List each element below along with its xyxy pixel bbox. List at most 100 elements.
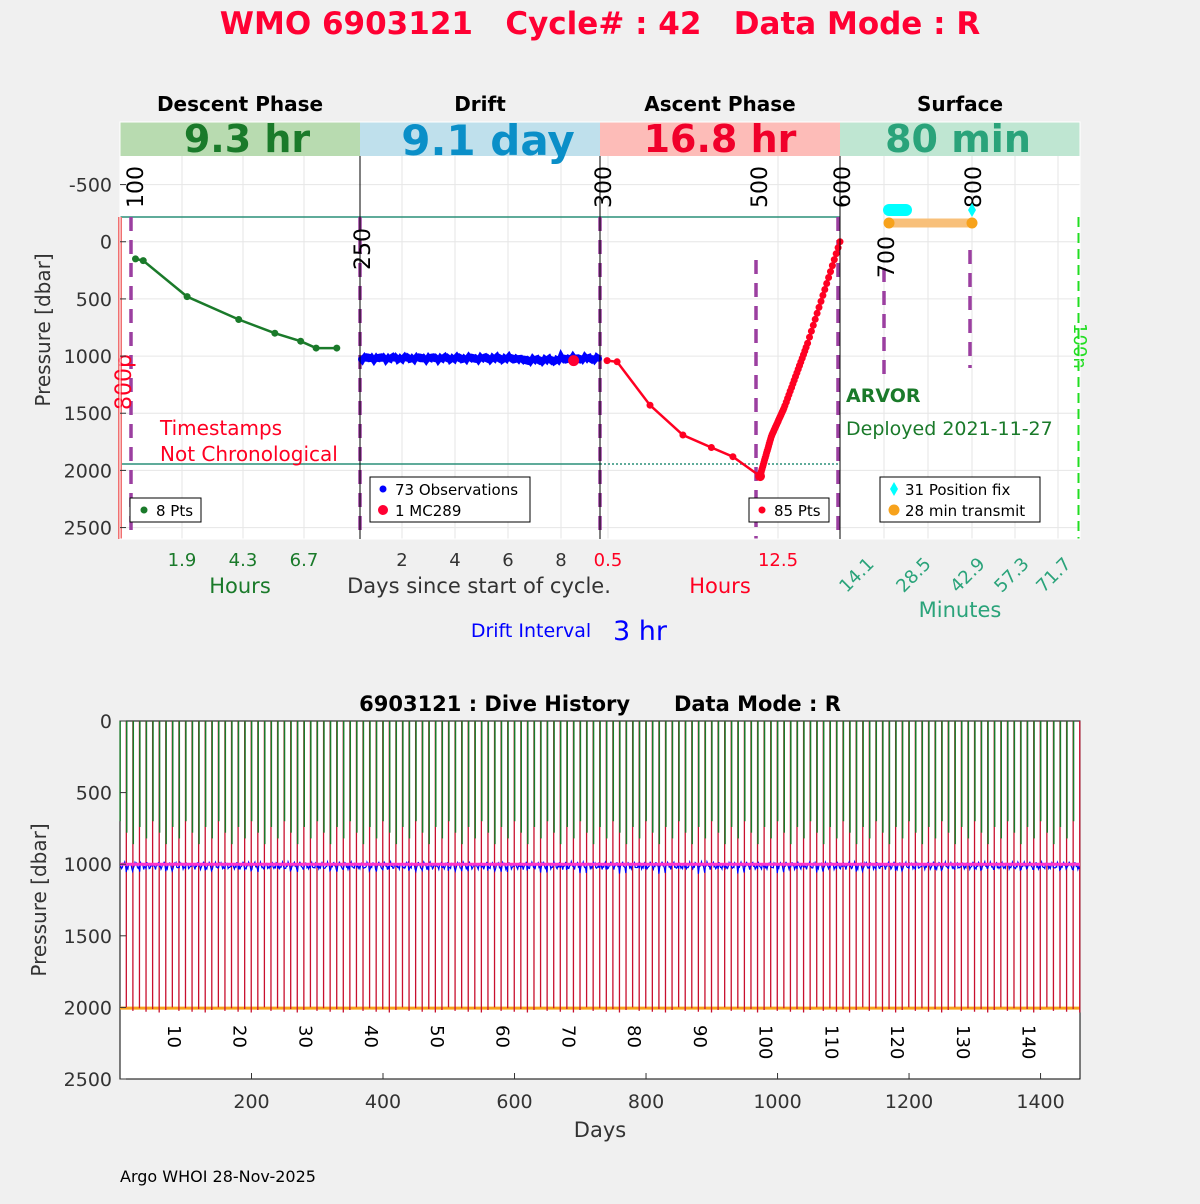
descent-band (120, 122, 360, 156)
cycle-label-60: 60 (492, 1025, 513, 1048)
ascent-legend-marker (758, 506, 766, 514)
lower-xtick-label-4: 1000 (753, 1091, 801, 1113)
ascent-rise-point-52 (804, 339, 812, 347)
descent-xtick-2: 6.7 (290, 550, 319, 571)
upper-ytick-label-0: -500 (69, 175, 112, 197)
descent-point-3 (235, 315, 243, 323)
drift-interval-value: 3 hr (613, 616, 668, 647)
drift-duration: 9.1 day (401, 116, 575, 165)
cycle-label-120: 120 (886, 1025, 907, 1059)
transmit-start-point (883, 217, 895, 229)
ascent-duration: 16.8 hr (644, 117, 797, 161)
upper-ytick-label-1: 0 (100, 232, 112, 254)
cycle-label-20: 20 (229, 1025, 250, 1048)
warning-line-1: Timestamps (159, 416, 282, 440)
surface-xtick-1: 28.5 (892, 554, 935, 597)
ascent-rise-point-65 (828, 262, 836, 270)
marker-label-100: 100 (124, 166, 149, 208)
ascent-xlabel: Hours (689, 574, 751, 598)
ascent-band (600, 122, 840, 156)
footer-credit: Argo WHOI 28-Nov-2025 (120, 1167, 316, 1186)
upper-ytick-label-5: 2000 (64, 460, 112, 482)
ascent-rise-point-66 (830, 256, 838, 264)
surface-legend-transmit-marker (888, 504, 900, 516)
ascent-rise-point-54 (807, 327, 815, 335)
lower-xtick-label-1: 400 (365, 1091, 401, 1113)
deployed-date: Deployed 2021-11-27 (846, 418, 1053, 440)
lower-ytick-label-2: 1000 (64, 854, 112, 876)
cycle-label-80: 80 (623, 1025, 644, 1048)
marker-label-600: 600 (831, 166, 856, 208)
marker-label-300: 300 (592, 166, 617, 208)
ascent-plot-area (600, 156, 840, 539)
cycle-label-30: 30 (294, 1025, 315, 1048)
surface-xtick-2: 42.9 (946, 554, 989, 597)
cycle-number-labels: 10 20 30 40 50 60 70 80 90 100 110 120 130 140 (163, 1025, 1039, 1059)
ascent-rise-point-67 (832, 250, 840, 258)
drift-trace (119, 859, 1081, 874)
lower-xtick-label-6: 1400 (1016, 1091, 1064, 1113)
lower-xtick-label-2: 600 (496, 1091, 532, 1113)
drift-legend-obs-text: 73 Observations (395, 481, 518, 499)
surface-phase-name: Surface (917, 92, 1003, 116)
ascent-point-5 (729, 453, 737, 461)
ascent-xtick-1: 12.5 (758, 550, 798, 571)
descent-xtick-0: 1.9 (168, 550, 197, 571)
surface-band (840, 122, 1080, 156)
lower-ytick-label-0: 0 (100, 711, 112, 733)
ascent-rise-point-56 (811, 315, 819, 323)
surface-xtick-3: 57.3 (990, 554, 1033, 597)
transmit-end-point (966, 217, 978, 229)
drift-xlabel: Days since start of cycle. (347, 574, 611, 598)
ascent-rise-point-68 (834, 244, 842, 252)
surface-xtick-0: 14.1 (835, 554, 878, 597)
cycle-label-70: 70 (557, 1025, 578, 1048)
lower-ytick-label-4: 2000 (64, 997, 112, 1019)
cycle-label-130: 130 (952, 1025, 973, 1059)
surface-xlabel: Minutes (919, 598, 1002, 622)
drift-legend-mc-text: 1 MC289 (395, 502, 461, 520)
lower-series (119, 721, 1081, 1013)
marker-label-800: 800 (962, 166, 987, 208)
drift-xtick-3: 8 (555, 550, 566, 571)
ascent-rise-point-59 (817, 297, 825, 305)
ascent-rise-point-58 (815, 303, 823, 311)
upper-ytick-label-4: 1500 (64, 403, 112, 425)
marker-label-500: 500 (748, 166, 773, 208)
descent-point-5 (297, 337, 305, 345)
ascent-rise-point-64 (827, 268, 834, 276)
marker-label-700: 700 (875, 236, 900, 278)
drift-phase-name: Drift (454, 92, 506, 116)
descent-point-4 (271, 329, 279, 337)
upper-ytick-label-2: 500 (76, 289, 112, 311)
drift-xtick-0: 2 (396, 550, 407, 571)
ascent-legend: 85 Pts (748, 497, 830, 523)
cycle-label-140: 140 (1018, 1025, 1039, 1059)
drift-legend-mc-marker (378, 505, 388, 515)
surface-xtick-4: 71.7 (1032, 554, 1075, 597)
descent-legend-text: 8 Pts (156, 502, 193, 520)
drift-point-219 (596, 355, 602, 362)
ascent-point-1 (613, 358, 621, 366)
upper-ylabel: Pressure [dbar] (31, 253, 55, 406)
ascent-point-2 (646, 401, 654, 409)
cycle-label-100: 100 (755, 1025, 776, 1059)
descent-xlabel: Hours (209, 574, 271, 598)
float-type: ARVOR (846, 385, 921, 407)
lower-panel: 6903121 : Dive History Data Mode : R 10 2… (27, 692, 1081, 1142)
drift-legend: 73 Observations 1 MC289 (369, 476, 531, 523)
descent-duration: 9.3 hr (184, 117, 311, 161)
ascent-rise-point-61 (821, 286, 829, 293)
descent-point-0 (131, 255, 139, 263)
ascent-rise-point-60 (819, 291, 827, 299)
ascent-rise-point-62 (823, 280, 831, 287)
descent-legend-marker (140, 506, 148, 514)
upper-y-axis: -500 0 500 1000 1500 2000 2500 (64, 175, 126, 540)
upper-series (131, 238, 844, 482)
cycle-label-110: 110 (820, 1025, 841, 1059)
figure-title: WMO 6903121 Cycle# : 42 Data Mode : R (220, 6, 981, 42)
descent-legend: 8 Pts (129, 497, 202, 523)
ascent-point-3 (679, 431, 687, 439)
descent-point-7 (333, 344, 341, 352)
